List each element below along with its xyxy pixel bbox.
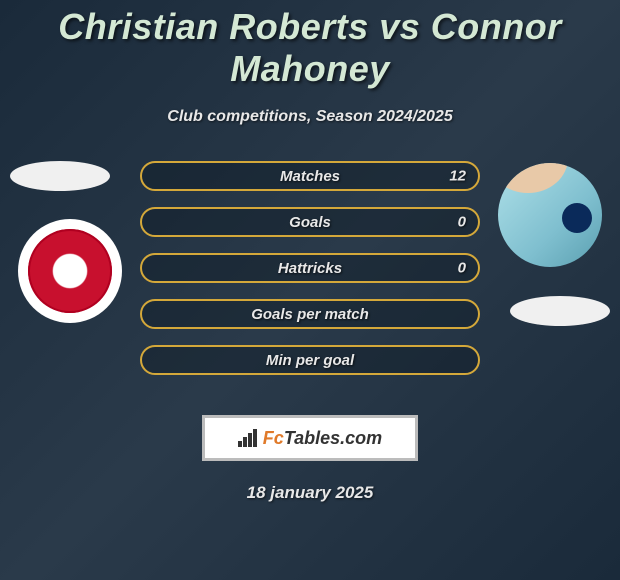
stat-row-goals: Goals 0 <box>140 207 480 237</box>
subtitle: Club competitions, Season 2024/2025 <box>0 108 620 126</box>
bar-chart-icon <box>238 429 257 447</box>
stat-value: 0 <box>458 260 466 277</box>
club-crest-icon <box>28 229 112 313</box>
brand-prefix: Fc <box>263 428 284 448</box>
stat-label: Goals <box>289 214 331 231</box>
brand-text: FcTables.com <box>263 428 382 449</box>
stat-row-hattricks: Hattricks 0 <box>140 253 480 283</box>
stat-label: Hattricks <box>278 260 342 277</box>
stat-label: Min per goal <box>266 352 354 369</box>
stat-row-matches: Matches 12 <box>140 161 480 191</box>
player-right-placeholder <box>510 296 610 326</box>
brand-suffix: Tables.com <box>284 428 382 448</box>
page-title: Christian Roberts vs Connor Mahoney <box>0 0 620 90</box>
date-text: 18 january 2025 <box>0 483 620 503</box>
stat-row-goals-per-match: Goals per match <box>140 299 480 329</box>
stats-list: Matches 12 Goals 0 Hattricks 0 Goals per… <box>140 161 480 375</box>
stat-row-min-per-goal: Min per goal <box>140 345 480 375</box>
stat-label: Goals per match <box>251 306 369 323</box>
player-left-placeholder <box>10 161 110 191</box>
player-left-avatar <box>18 219 122 323</box>
player-right-avatar <box>498 163 602 267</box>
stat-label: Matches <box>280 168 340 185</box>
comparison-area: Matches 12 Goals 0 Hattricks 0 Goals per… <box>0 161 620 401</box>
stat-value: 12 <box>449 168 466 185</box>
brand-badge: FcTables.com <box>202 415 418 461</box>
stat-value: 0 <box>458 214 466 231</box>
